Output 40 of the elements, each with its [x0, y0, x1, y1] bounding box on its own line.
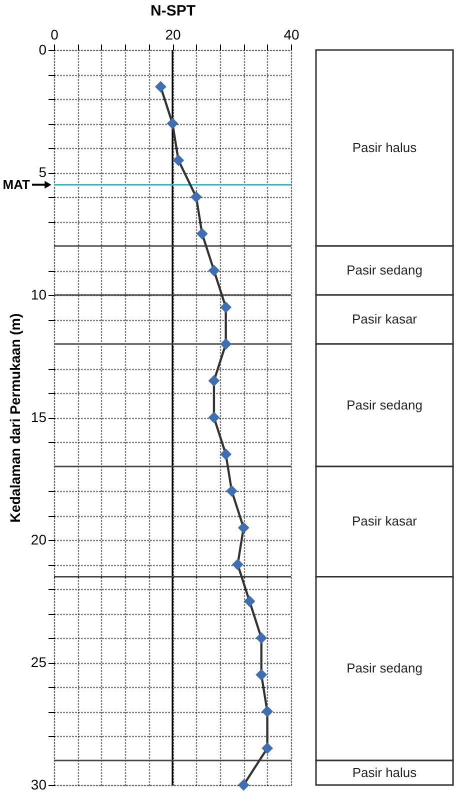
series-label: Pasir sedang — [346, 660, 422, 676]
point — [196, 228, 208, 240]
y-tick-label: 0 — [38, 42, 47, 58]
y-tick-label: 25 — [30, 654, 47, 670]
point — [220, 338, 232, 350]
point — [256, 669, 268, 680]
y-tick-label: 5 — [38, 164, 47, 180]
y-tick-label: 15 — [30, 409, 47, 425]
point — [220, 448, 232, 460]
y-tick-label: 20 — [30, 532, 47, 548]
point — [226, 485, 238, 497]
x-tick-label: 40 — [284, 26, 300, 42]
point — [172, 154, 184, 166]
series-label: Pasir halus — [352, 140, 418, 155]
point — [262, 742, 273, 754]
series-label: Pasir kasar — [352, 312, 418, 326]
y-tick-label: 30 — [30, 776, 47, 792]
point — [238, 779, 250, 791]
point — [208, 375, 220, 386]
point — [166, 118, 178, 130]
chart-title: N-SPT — [150, 2, 196, 20]
series-label: Pasir halus — [352, 764, 418, 780]
point — [220, 302, 232, 313]
y-tick-label: 10 — [30, 286, 47, 302]
y-axis-title: Kedalaman dari Permukaan (m) — [6, 313, 23, 523]
point — [208, 412, 220, 424]
x-tick-label: 20 — [165, 26, 181, 42]
point — [238, 522, 250, 534]
point — [256, 632, 268, 644]
point — [262, 706, 273, 718]
series-label: Pasir kasar — [352, 514, 418, 529]
point — [232, 558, 244, 570]
x-tick-label: 0 — [50, 26, 59, 42]
point — [154, 81, 166, 92]
point — [190, 191, 202, 203]
point — [244, 596, 256, 607]
ref-line-label: MAT — [2, 176, 30, 192]
series-label: Pasir sedang — [346, 397, 422, 412]
series-label: Pasir sedang — [346, 262, 422, 278]
point — [208, 264, 220, 276]
